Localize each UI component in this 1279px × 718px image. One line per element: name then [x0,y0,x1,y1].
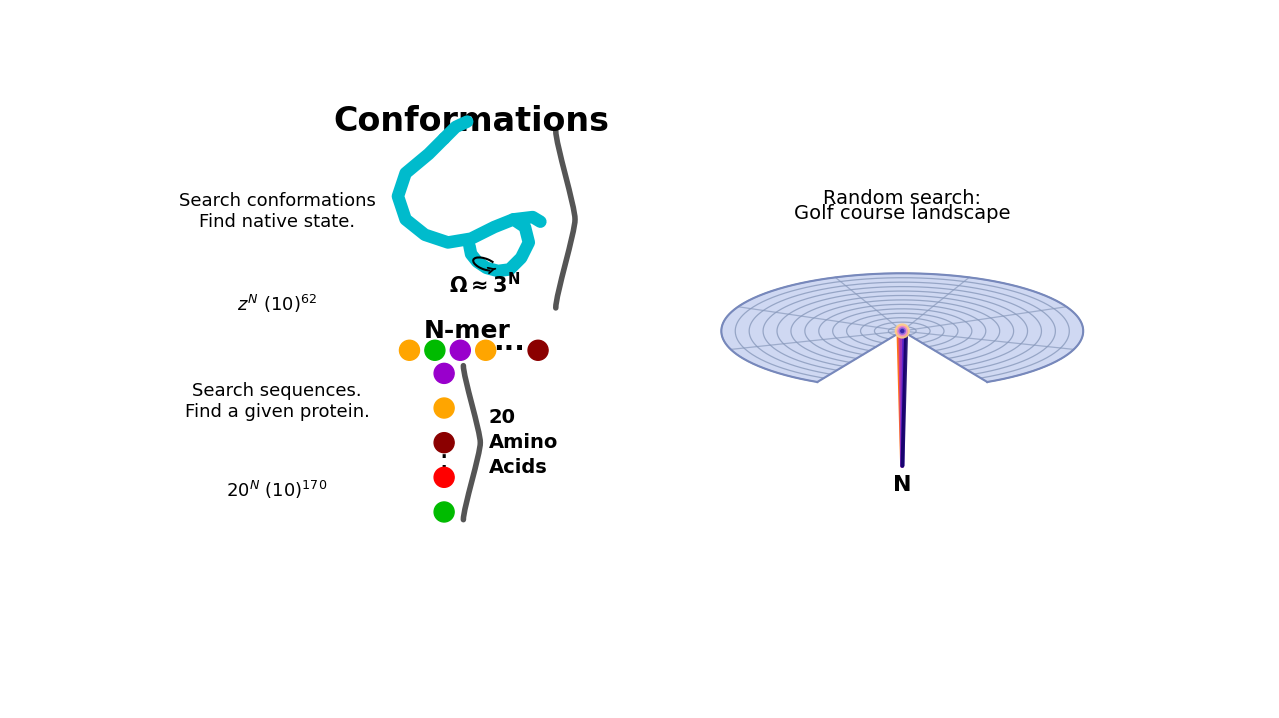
Circle shape [450,340,471,360]
Text: Golf course landscape: Golf course landscape [794,205,1010,223]
Text: ···: ··· [492,335,524,363]
Circle shape [900,330,904,332]
Text: Search sequences.
Find a given protein.: Search sequences. Find a given protein. [184,383,370,421]
Circle shape [895,324,909,338]
Text: $20^N\ (10)^{170}$: $20^N\ (10)^{170}$ [226,480,327,501]
Text: Random search:: Random search: [824,189,981,208]
Circle shape [425,340,445,360]
Circle shape [434,467,454,488]
Text: ⋮: ⋮ [428,442,459,471]
Text: 20
Amino
Acids: 20 Amino Acids [489,408,558,477]
Circle shape [434,433,454,452]
Text: N-mer: N-mer [423,319,510,343]
Text: $\mathbf{\Omega \approx 3^N}$: $\mathbf{\Omega \approx 3^N}$ [449,272,521,297]
Circle shape [528,340,549,360]
Circle shape [434,502,454,522]
Circle shape [898,327,907,335]
Circle shape [476,340,496,360]
Polygon shape [721,274,1083,382]
Circle shape [899,328,906,334]
Circle shape [434,363,454,383]
Circle shape [434,398,454,418]
Circle shape [399,340,420,360]
Text: Conformations: Conformations [333,105,609,138]
Text: N: N [893,475,912,495]
Text: Search conformations
Find native state.: Search conformations Find native state. [179,192,376,231]
Text: $z^N\ (10)^{62}$: $z^N\ (10)^{62}$ [237,293,317,315]
